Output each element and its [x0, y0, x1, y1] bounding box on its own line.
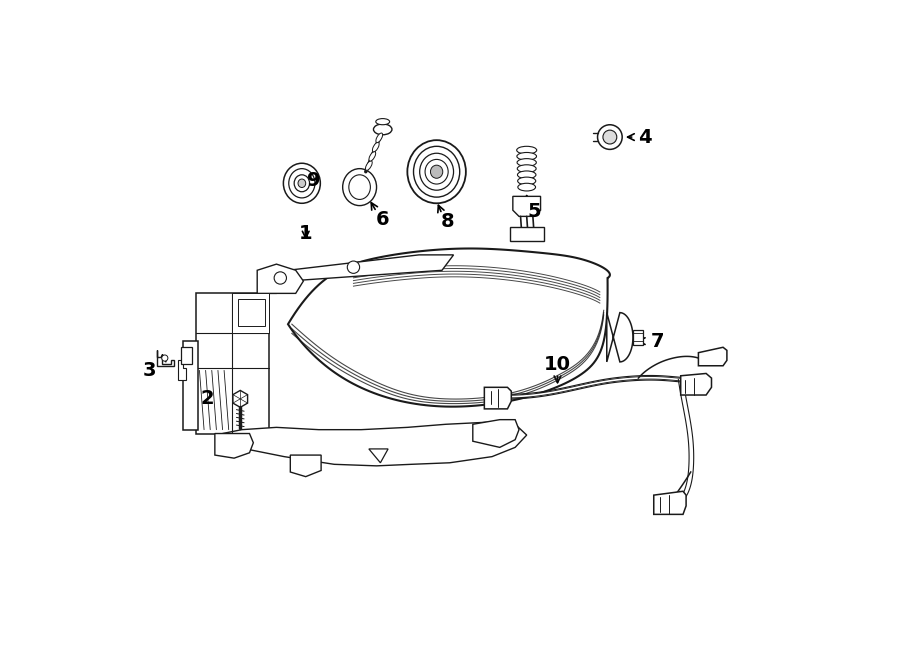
Polygon shape — [369, 449, 388, 463]
Ellipse shape — [518, 183, 536, 191]
Text: 3: 3 — [142, 361, 157, 380]
Ellipse shape — [425, 159, 448, 184]
Ellipse shape — [376, 118, 390, 125]
Ellipse shape — [343, 169, 376, 206]
Polygon shape — [222, 422, 526, 466]
Polygon shape — [233, 391, 248, 407]
Text: 7: 7 — [651, 332, 664, 350]
Ellipse shape — [284, 163, 320, 204]
Ellipse shape — [518, 171, 536, 178]
Polygon shape — [178, 360, 185, 379]
Polygon shape — [607, 313, 633, 362]
Circle shape — [347, 261, 360, 274]
Ellipse shape — [408, 140, 466, 204]
Ellipse shape — [430, 165, 443, 178]
Ellipse shape — [517, 153, 536, 160]
Polygon shape — [484, 387, 511, 409]
Ellipse shape — [419, 153, 454, 190]
Polygon shape — [232, 293, 269, 333]
Ellipse shape — [413, 146, 460, 197]
Text: 1: 1 — [299, 224, 312, 243]
Ellipse shape — [349, 175, 371, 200]
Circle shape — [274, 272, 286, 284]
Circle shape — [162, 355, 168, 361]
Ellipse shape — [374, 124, 392, 135]
Ellipse shape — [518, 159, 536, 167]
Polygon shape — [288, 249, 610, 407]
Polygon shape — [257, 264, 303, 293]
Polygon shape — [698, 347, 727, 366]
Text: 9: 9 — [307, 171, 320, 190]
Text: 4: 4 — [638, 128, 652, 147]
Polygon shape — [181, 347, 192, 364]
Ellipse shape — [518, 177, 536, 185]
Polygon shape — [653, 491, 686, 514]
Polygon shape — [633, 330, 643, 345]
Text: 10: 10 — [544, 355, 571, 373]
Polygon shape — [183, 341, 198, 430]
Ellipse shape — [517, 146, 536, 154]
Text: 6: 6 — [376, 210, 390, 229]
Polygon shape — [513, 196, 541, 216]
Text: 2: 2 — [201, 389, 214, 408]
Polygon shape — [291, 455, 321, 477]
Polygon shape — [158, 350, 174, 366]
Circle shape — [598, 125, 622, 149]
Polygon shape — [215, 434, 254, 458]
Ellipse shape — [365, 161, 373, 171]
Polygon shape — [195, 293, 269, 434]
Ellipse shape — [298, 179, 306, 188]
Polygon shape — [509, 227, 544, 241]
Circle shape — [603, 130, 616, 144]
Polygon shape — [472, 420, 519, 447]
Text: 8: 8 — [441, 212, 454, 231]
Ellipse shape — [373, 142, 379, 152]
Polygon shape — [238, 299, 265, 326]
Ellipse shape — [289, 169, 315, 198]
Ellipse shape — [369, 151, 375, 161]
Ellipse shape — [518, 165, 536, 173]
Polygon shape — [680, 373, 712, 395]
Ellipse shape — [294, 175, 310, 192]
Polygon shape — [269, 255, 454, 293]
Text: 5: 5 — [527, 202, 541, 221]
Ellipse shape — [376, 133, 382, 143]
